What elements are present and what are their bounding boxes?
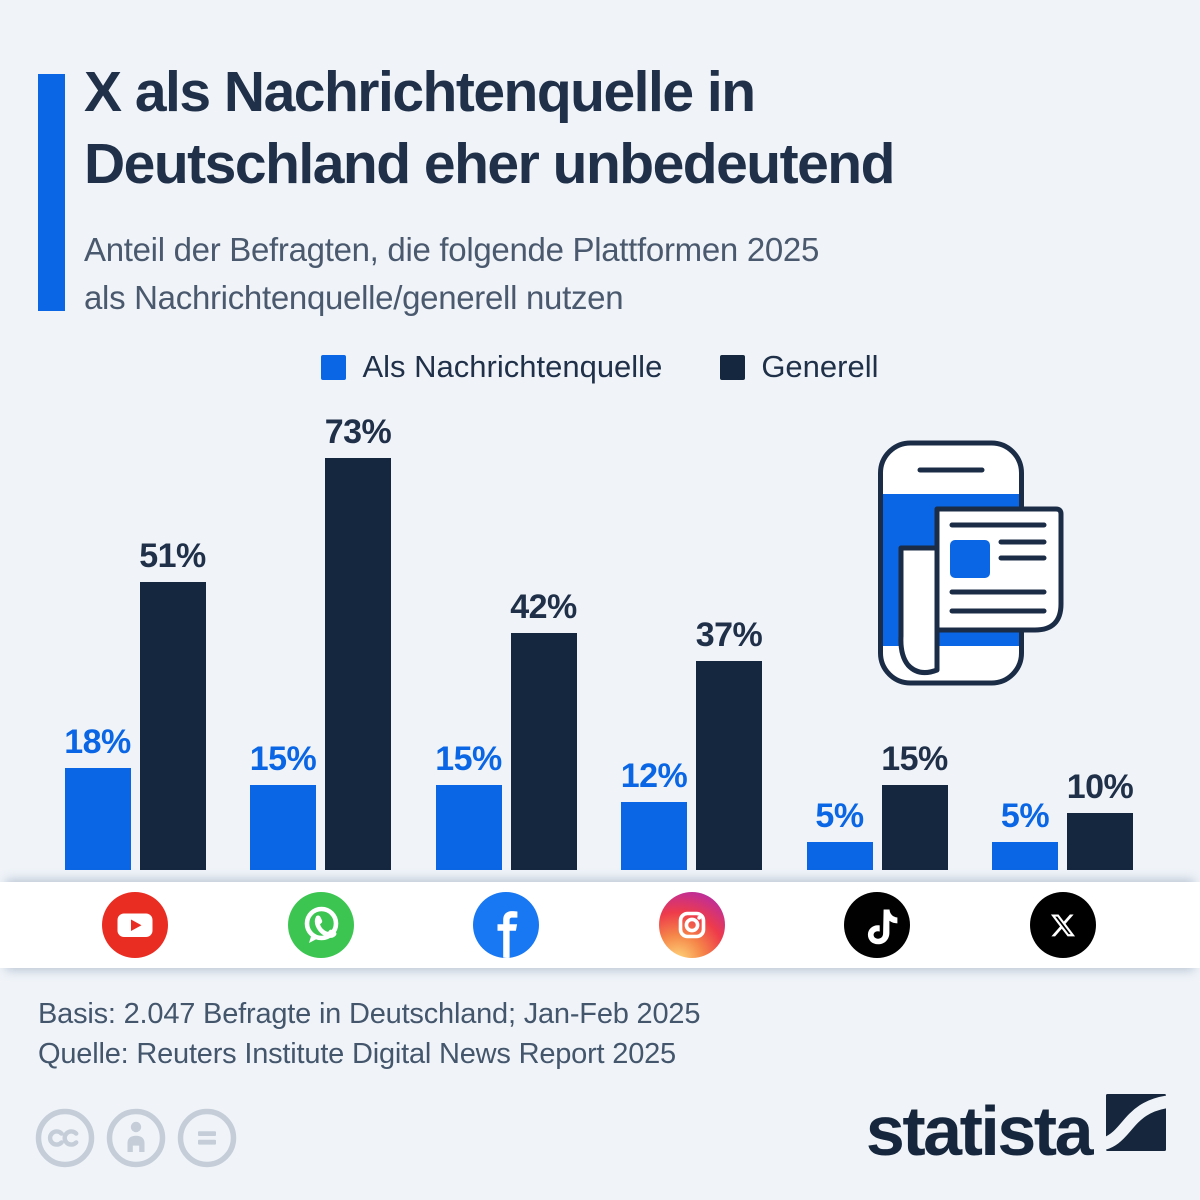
bar-instagram-general — [696, 661, 762, 870]
platform-icon-band — [0, 882, 1200, 968]
footer-basis: Basis: 2.047 Befragte in Deutschland; Ja… — [38, 998, 701, 1030]
value-label-youtube-news: 18% — [64, 723, 131, 761]
value-label-whatsapp-news: 15% — [249, 740, 317, 778]
x-icon — [1029, 892, 1096, 958]
legend-label-general: Generell — [761, 349, 879, 384]
subtitle-line2: als Nachrichtenquelle/generell nutzen — [84, 279, 624, 316]
whatsapp-icon — [287, 892, 354, 958]
bar-whatsapp-general — [325, 458, 391, 870]
bar-x-news — [992, 842, 1058, 870]
value-label-x-news: 5% — [1000, 797, 1050, 835]
no-derivatives-icon — [177, 1108, 237, 1168]
bar-tiktok-general — [881, 785, 948, 870]
bar-x-general — [1067, 813, 1133, 870]
value-label-instagram-general: 37% — [695, 616, 763, 654]
bar-tiktok-news — [806, 842, 873, 870]
bar-facebook-news — [435, 785, 502, 870]
statista-wordmark: statista — [865, 1092, 1094, 1170]
instagram-icon — [658, 892, 725, 958]
value-label-youtube-general: 51% — [139, 537, 206, 575]
bar-whatsapp-news — [250, 785, 316, 870]
page-title-line1: X als Nachrichtenquelle in — [84, 60, 756, 124]
statista-logo-icon — [1106, 1094, 1166, 1151]
facebook-icon — [473, 892, 539, 958]
whatsapp-icon — [287, 892, 354, 958]
attribution-icon — [106, 1108, 166, 1168]
title-accent-bar — [38, 74, 65, 311]
tiktok-icon — [844, 892, 910, 958]
value-label-instagram-news: 12% — [620, 757, 688, 795]
tiktok-icon — [844, 892, 910, 958]
x-icon — [1029, 892, 1096, 958]
bar-youtube-general — [139, 582, 206, 870]
legend-swatch-general — [720, 354, 746, 380]
value-label-whatsapp-general: 73% — [324, 413, 392, 451]
subtitle: Anteil der Befragten, die folgende Platt… — [84, 226, 819, 322]
instagram-icon — [658, 892, 725, 958]
value-label-x-general: 10% — [1066, 768, 1134, 806]
value-label-facebook-general: 42% — [510, 588, 577, 626]
phone-news-illustration — [878, 440, 1064, 686]
bar-facebook-general — [510, 633, 577, 870]
facebook-icon — [473, 892, 539, 958]
legend-swatch-news — [321, 354, 347, 380]
legend-label-news: Als Nachrichtenquelle — [362, 349, 663, 384]
footer-source: Quelle: Reuters Institute Digital News R… — [38, 1038, 676, 1070]
youtube-icon — [102, 892, 168, 958]
bar-instagram-news — [621, 802, 687, 870]
bar-youtube-news — [64, 768, 131, 870]
chart-legend: Als Nachrichtenquelle Generell — [0, 349, 1200, 385]
page-title: X als Nachrichtenquelle in Deutschland e… — [84, 56, 895, 200]
value-label-tiktok-news: 5% — [815, 797, 864, 835]
statista-branding: statista — [866, 1094, 1166, 1166]
youtube-icon — [102, 892, 168, 958]
cc-icon — [35, 1108, 95, 1168]
subtitle-line1: Anteil der Befragten, die folgende Platt… — [84, 231, 820, 268]
value-label-facebook-news: 15% — [435, 740, 502, 778]
license-icons — [35, 1108, 237, 1168]
value-label-tiktok-general: 15% — [881, 740, 948, 778]
page-title-line2: Deutschland eher unbedeutend — [84, 132, 895, 196]
